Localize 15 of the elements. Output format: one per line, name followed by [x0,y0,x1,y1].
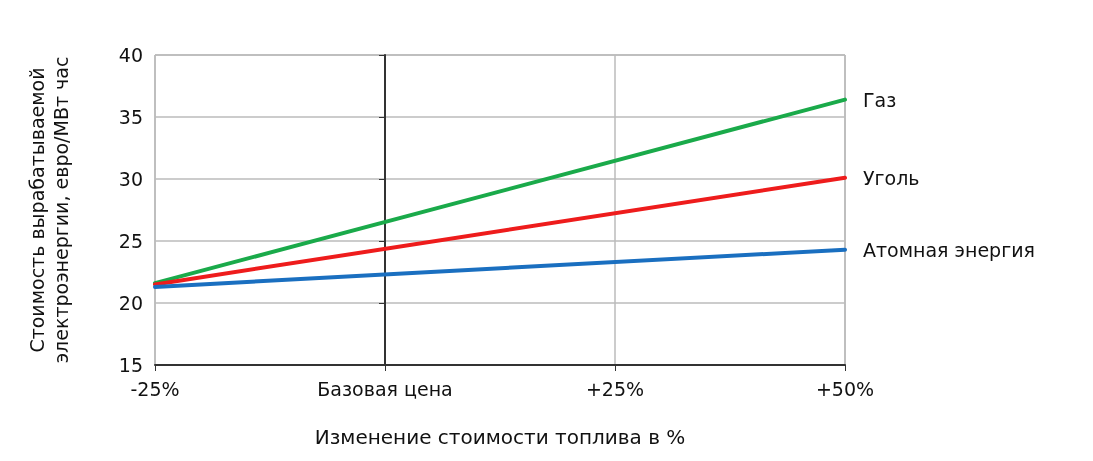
series-label: Газ [863,88,897,111]
y-tick-label: 35 [118,106,143,128]
series-label: Уголь [863,166,920,189]
y-axis-title: Стоимость вырабатываемой электроэнергии, евро/МВт час [26,56,72,364]
x-tick-label: Базовая цена [317,377,453,400]
y-tick-label: 25 [118,230,143,252]
y-tick-label: 15 [118,354,143,376]
x-tick-label: +50% [815,377,875,400]
series-label: Атомная энергия [863,238,1035,261]
y-tick-label: 20 [118,292,143,314]
x-tick-label: +25% [585,377,645,400]
y-tick-label: 40 [118,44,143,66]
x-axis-title: Изменение стоимости топлива в % [314,425,686,449]
x-tick-label: -25% [130,377,180,400]
y-tick-label: 30 [118,168,143,190]
